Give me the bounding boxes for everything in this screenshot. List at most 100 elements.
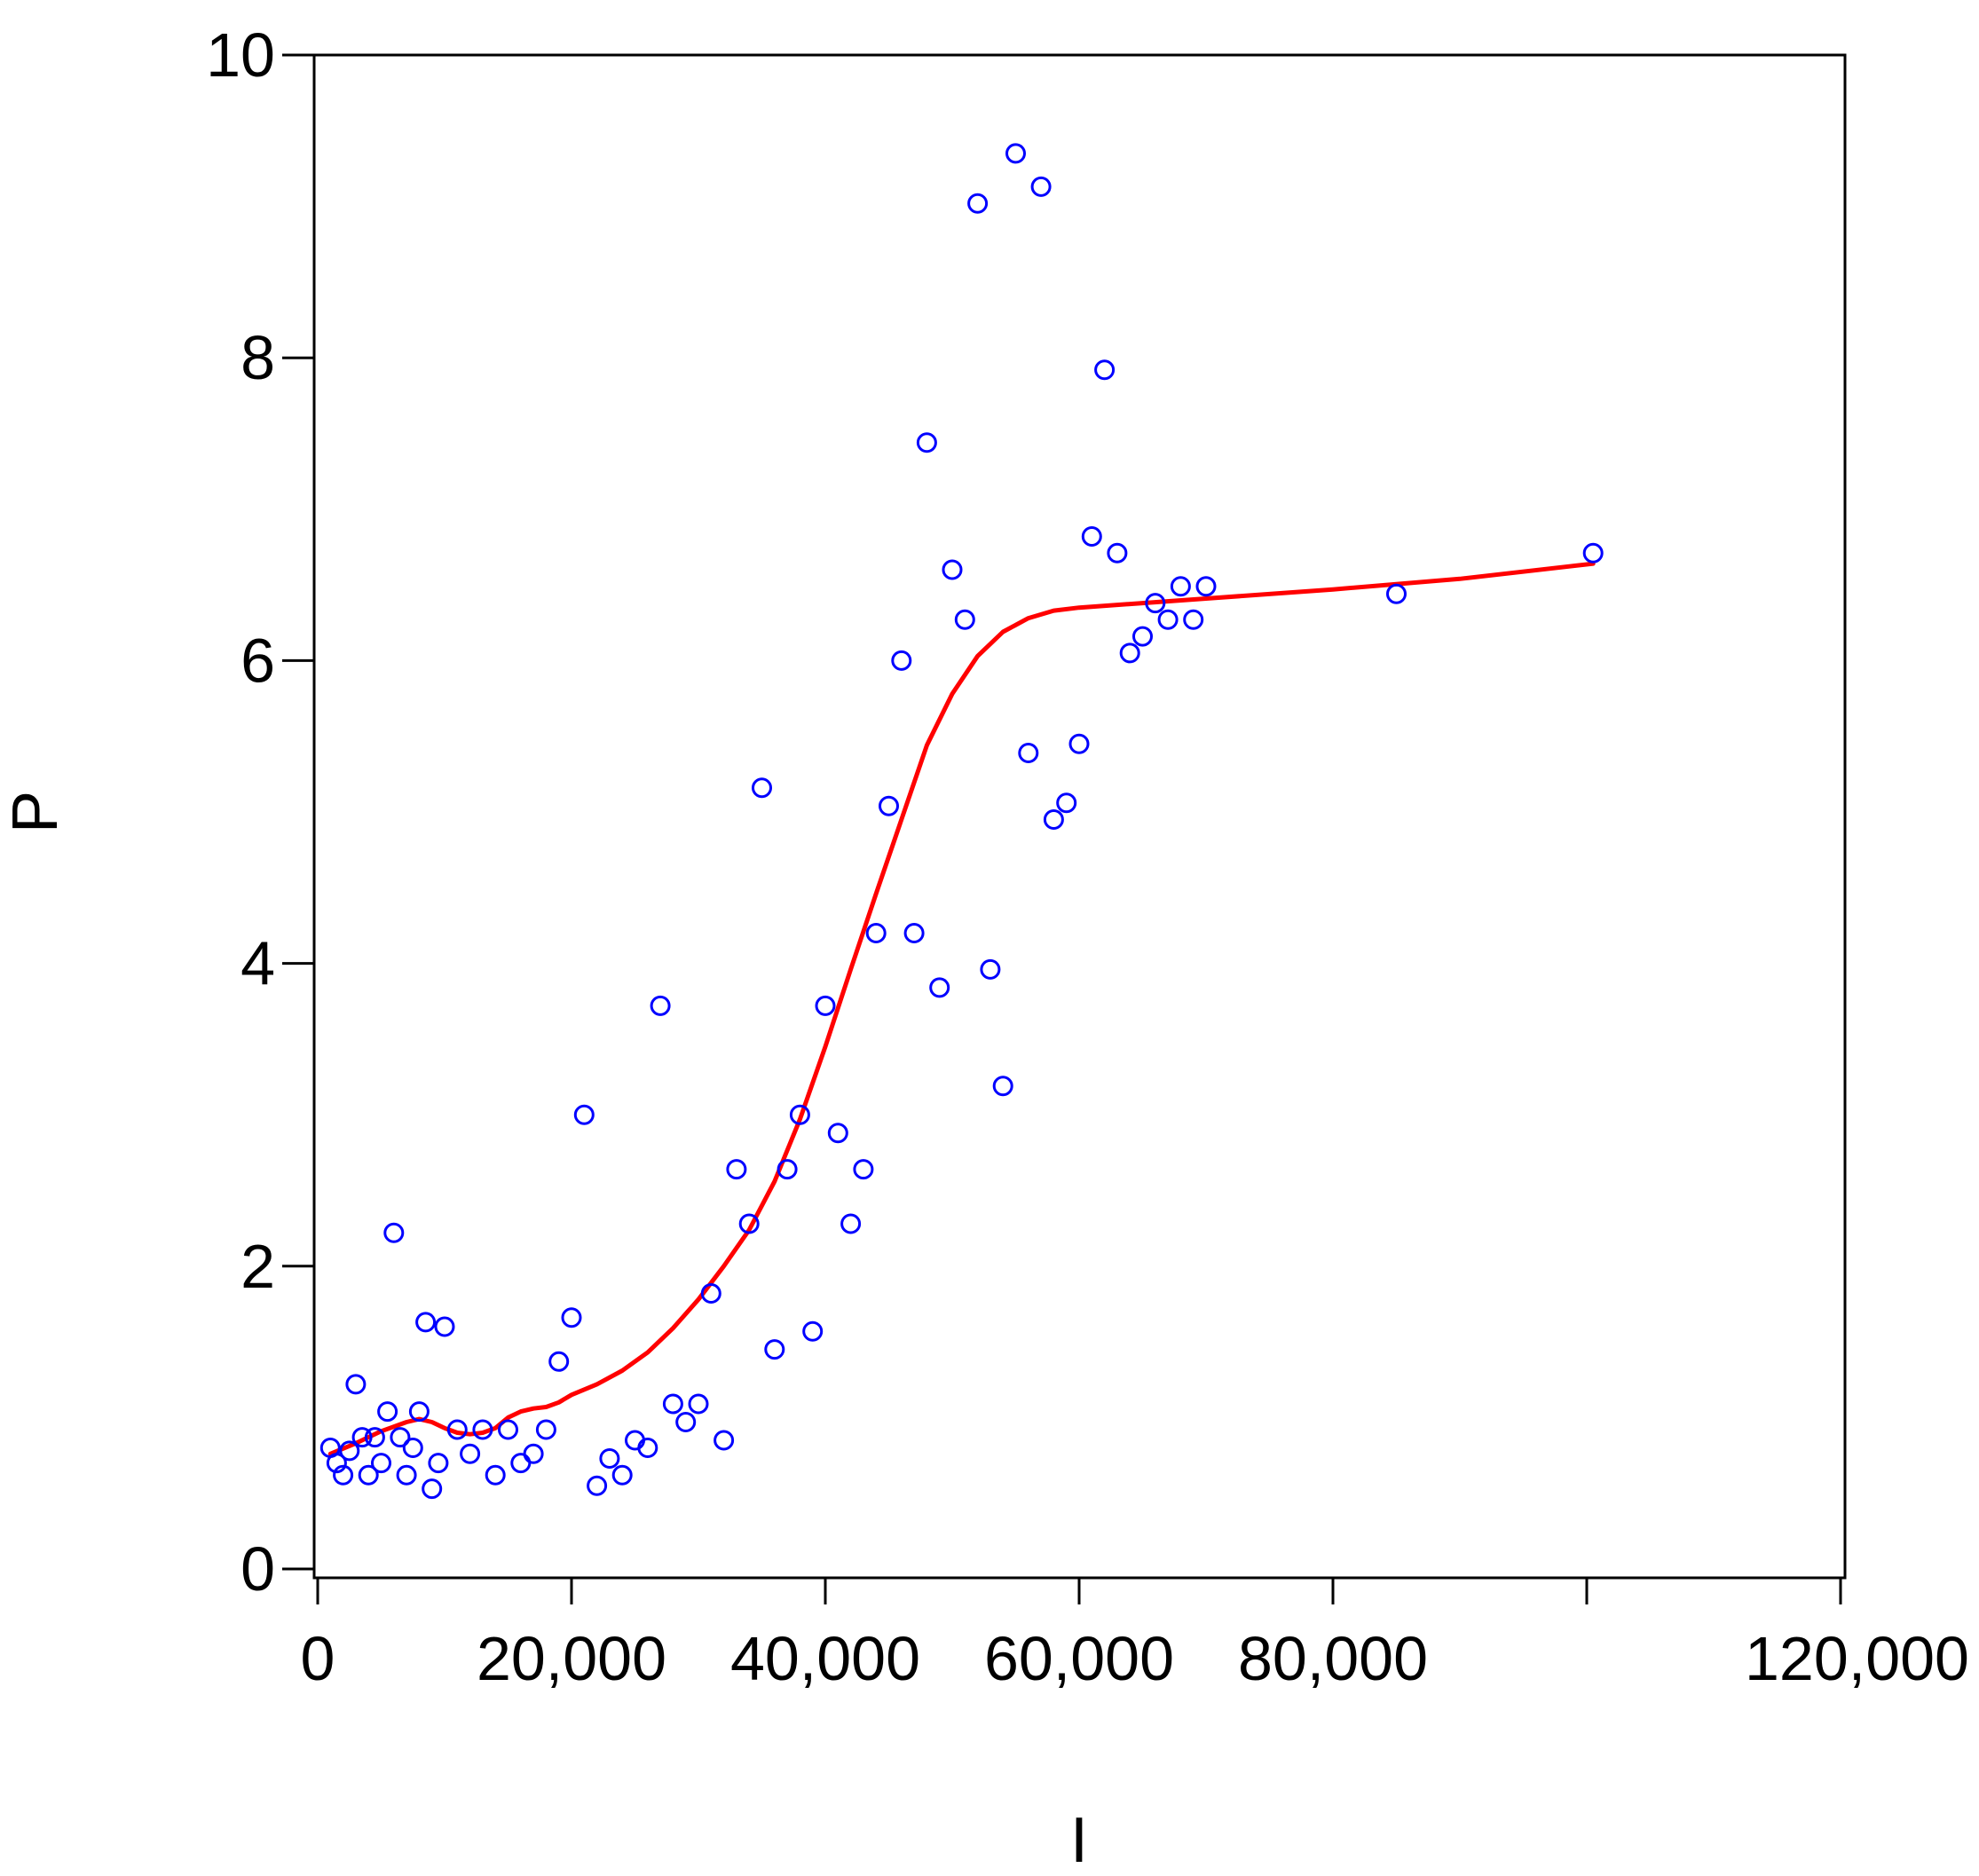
scatter-points-layer (319, 143, 1604, 1500)
data-point (891, 650, 912, 671)
x-tick-label: 40,000 (730, 1624, 920, 1693)
data-point (535, 1419, 556, 1440)
data-point (764, 1339, 785, 1360)
y-axis-title: P (0, 791, 71, 833)
data-point (1119, 642, 1140, 664)
data-point (523, 1443, 544, 1464)
data-point (752, 777, 772, 799)
x-tick-label: 0 (301, 1624, 335, 1693)
data-point (675, 1412, 697, 1432)
data-point (351, 1427, 373, 1448)
plot-border (312, 53, 1847, 1580)
data-point (853, 1159, 874, 1180)
data-point (472, 1419, 493, 1440)
data-point (650, 995, 671, 1016)
data-point (573, 1104, 595, 1125)
data-point (688, 1393, 709, 1415)
data-point (700, 1283, 721, 1304)
data-point (339, 1440, 360, 1462)
data-point (402, 1438, 423, 1458)
data-point (879, 795, 899, 816)
data-point (662, 1393, 683, 1415)
data-point (446, 1419, 468, 1440)
fitted-curve (327, 561, 1596, 1456)
data-point (942, 559, 963, 580)
data-point (726, 1159, 747, 1180)
data-point (815, 995, 836, 1016)
data-point (561, 1307, 582, 1328)
x-axis-ticks: 0 20,000 40,000 60,000 80,000 120,000 (301, 1578, 1969, 1693)
data-point (460, 1443, 481, 1464)
data-point (954, 609, 975, 630)
x-axis-title: I (1070, 1805, 1088, 1876)
x-tick-label: 120,000 (1745, 1624, 1969, 1693)
data-point (377, 1401, 398, 1423)
y-tick-label: 6 (240, 626, 275, 695)
data-point (396, 1464, 417, 1486)
data-point (1005, 143, 1026, 164)
data-point (1195, 576, 1217, 597)
y-tick-label: 10 (206, 20, 275, 90)
data-point (802, 1320, 824, 1342)
data-point (498, 1419, 518, 1440)
data-point (358, 1464, 379, 1486)
data-point (1145, 593, 1166, 614)
data-point (980, 958, 1001, 980)
data-point (510, 1453, 532, 1474)
data-point (840, 1213, 862, 1234)
data-point (865, 923, 887, 943)
data-point (992, 1076, 1013, 1097)
data-point (1094, 359, 1116, 381)
data-point (422, 1478, 443, 1500)
data-point (1107, 542, 1128, 564)
data-point (967, 193, 989, 214)
data-point (345, 1374, 367, 1395)
x-tick-label: 60,000 (984, 1624, 1174, 1693)
data-point (1132, 626, 1153, 647)
data-point (827, 1123, 848, 1144)
data-point (789, 1104, 810, 1125)
data-point (929, 977, 950, 998)
y-axis-ticks: 0 2 4 6 8 10 (206, 20, 314, 1604)
data-point (364, 1427, 385, 1448)
data-point (1056, 792, 1077, 814)
x-tick-label: 80,000 (1238, 1624, 1428, 1693)
y-tick-label: 8 (240, 323, 275, 392)
y-tick-label: 0 (240, 1534, 275, 1604)
data-point (326, 1453, 347, 1474)
y-tick-label: 4 (240, 929, 275, 998)
data-point (1030, 176, 1052, 197)
data-point (738, 1213, 760, 1234)
data-point (599, 1448, 620, 1469)
data-point (1081, 526, 1102, 547)
data-point (383, 1222, 405, 1243)
data-point (1157, 609, 1179, 630)
data-point (371, 1453, 391, 1474)
data-point (428, 1453, 449, 1474)
data-point (1068, 733, 1090, 754)
data-point (1043, 809, 1064, 830)
data-point (1170, 576, 1191, 597)
data-point (714, 1430, 735, 1451)
data-point (1582, 542, 1604, 564)
data-point (415, 1312, 437, 1333)
y-tick-label: 2 (240, 1232, 275, 1301)
data-point (903, 923, 925, 943)
data-point (611, 1464, 633, 1486)
data-point (408, 1401, 430, 1423)
data-point (1018, 743, 1039, 763)
data-point (333, 1464, 354, 1486)
data-point (587, 1475, 608, 1496)
plot-frame (312, 53, 1847, 1580)
data-point (916, 432, 937, 453)
x-tick-label: 20,000 (477, 1624, 666, 1693)
fitted-curve-layer (327, 561, 1596, 1456)
data-point (777, 1159, 798, 1180)
data-point (637, 1438, 658, 1458)
data-point (1183, 609, 1204, 630)
data-point (1386, 583, 1407, 604)
data-point (548, 1351, 570, 1372)
data-point (390, 1427, 411, 1448)
data-point (434, 1316, 455, 1337)
